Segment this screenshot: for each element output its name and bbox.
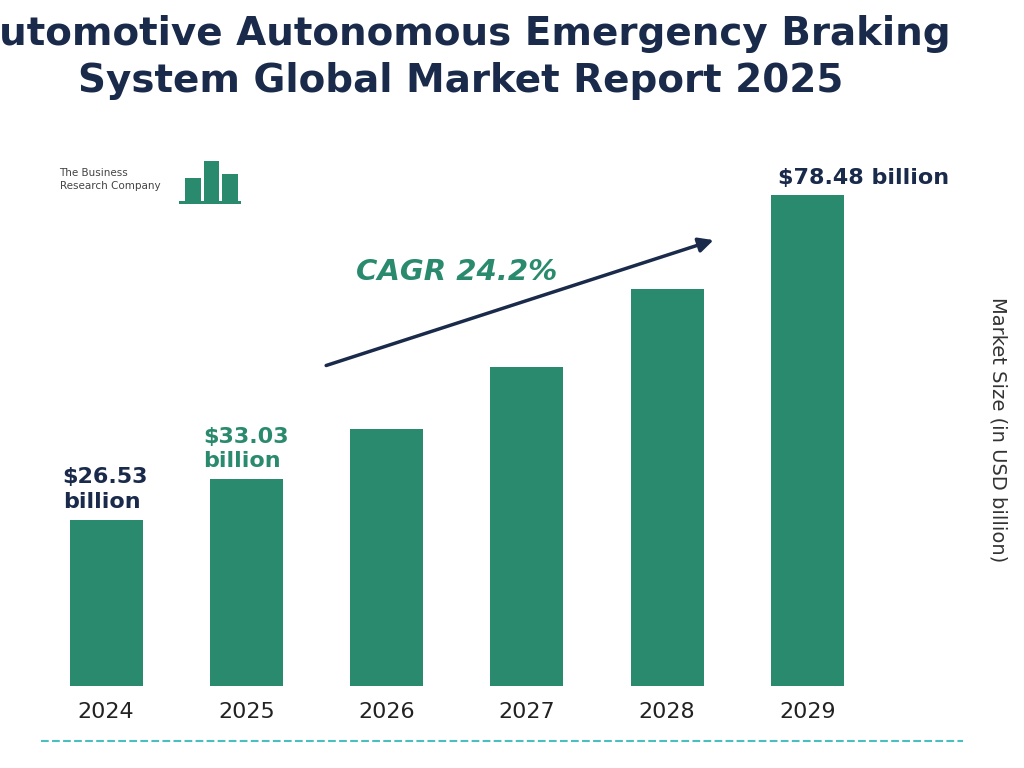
Text: Market Size (in USD billion): Market Size (in USD billion) [989,297,1008,563]
Bar [179,201,241,204]
Text: $33.03
billion: $33.03 billion [203,427,289,472]
Bar [204,161,219,204]
Bar [185,178,201,204]
Bar [70,520,142,686]
Text: CAGR 24.2%: CAGR 24.2% [356,257,557,286]
Bar [210,479,283,686]
Bar [350,429,423,686]
Bar [771,194,844,686]
Title: Automotive Autonomous Emergency Braking
System Global Market Report 2025: Automotive Autonomous Emergency Braking … [0,15,951,100]
Text: $26.53
billion: $26.53 billion [62,468,148,512]
Text: The Business
Research Company: The Business Research Company [59,167,160,190]
Bar [222,174,238,204]
Bar [490,367,563,686]
Text: $78.48 billion: $78.48 billion [778,168,949,188]
Bar [631,290,703,686]
